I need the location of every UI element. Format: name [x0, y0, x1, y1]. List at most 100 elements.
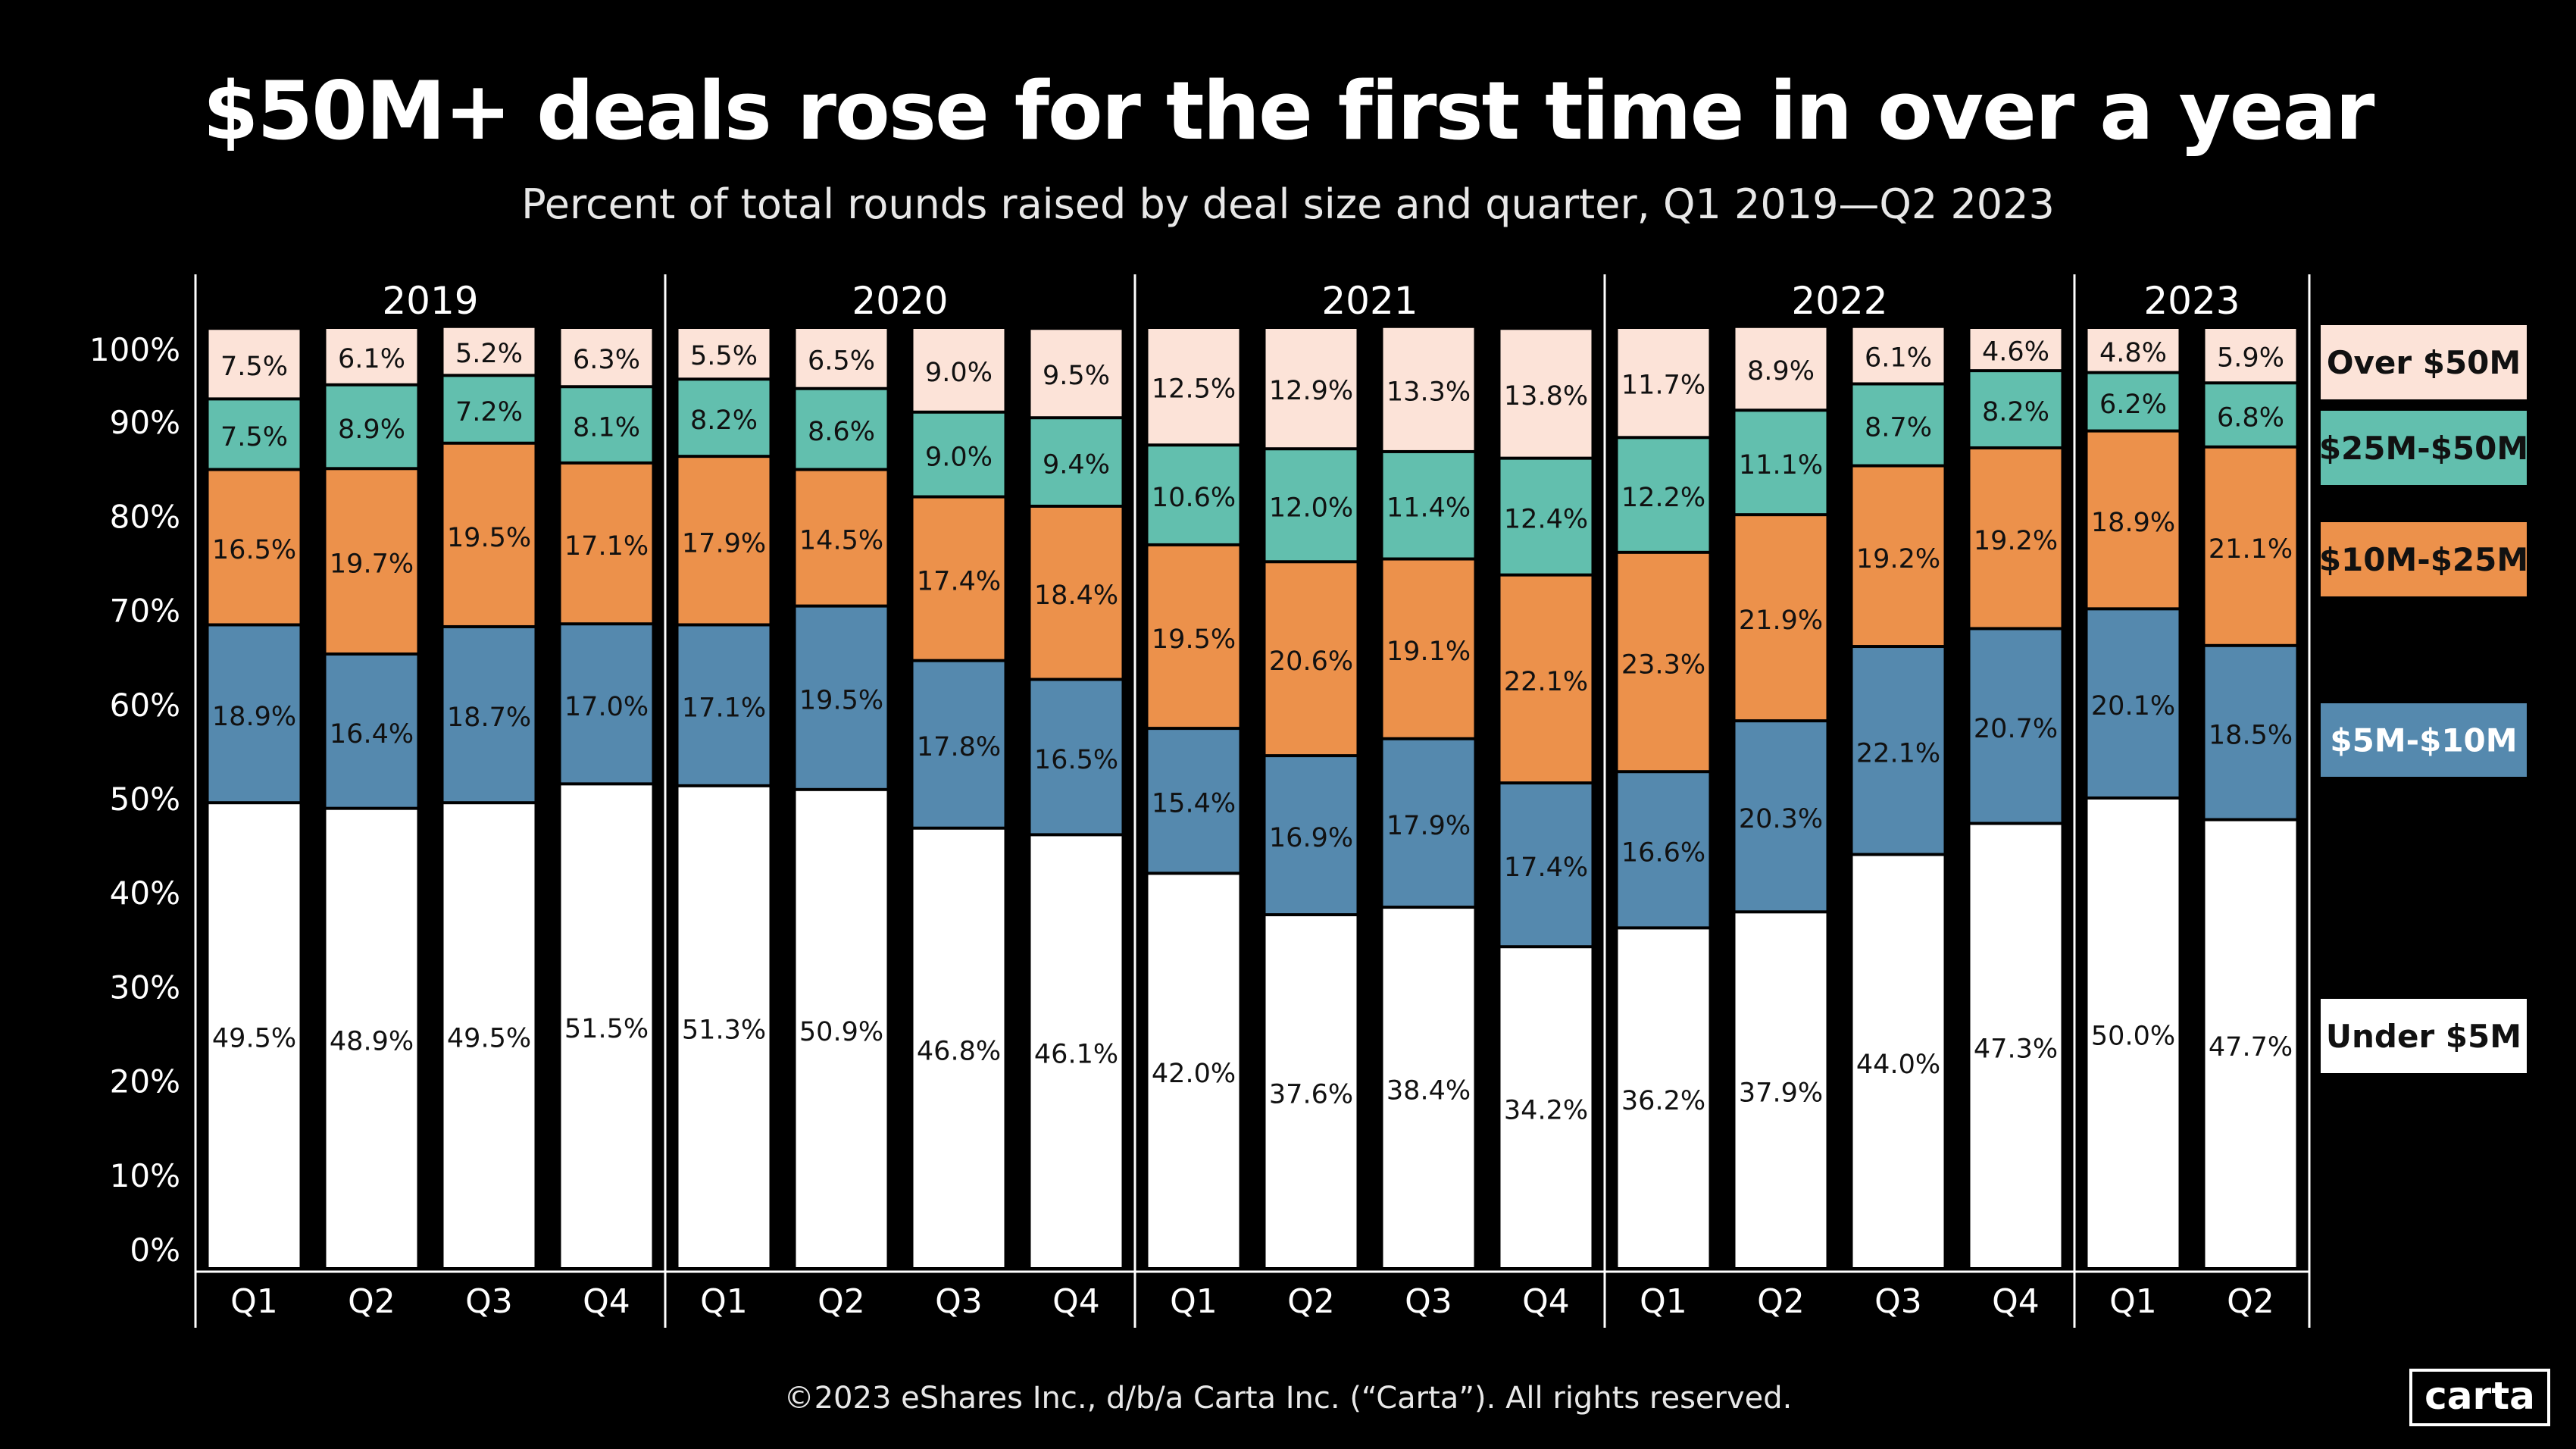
data-label: 37.6% — [1269, 1080, 1353, 1110]
data-label: 9.4% — [1043, 450, 1110, 480]
year-label-2021: 2021 — [1321, 279, 1418, 323]
data-label: 7.5% — [220, 352, 288, 382]
data-label: 15.4% — [1152, 789, 1236, 819]
data-label: 11.1% — [1739, 450, 1823, 480]
data-label: 46.8% — [917, 1036, 1001, 1066]
bar-segment--5m-10m — [1030, 681, 1122, 834]
data-label: 12.4% — [1504, 505, 1588, 535]
data-label: 20.1% — [2091, 691, 2175, 721]
bar-segment--5m-10m — [208, 626, 300, 802]
data-label: 13.8% — [1504, 381, 1588, 412]
bar-segment--5m-10m — [2087, 610, 2179, 796]
data-label: 38.4% — [1386, 1076, 1471, 1106]
bar-segment--10m-25m — [1735, 516, 1827, 720]
bar-segment--5m-10m — [1500, 784, 1592, 946]
bar-segment-over-50m — [1970, 329, 2062, 370]
data-label: 6.1% — [338, 344, 405, 374]
data-label: 17.9% — [1386, 811, 1471, 841]
data-label: 14.5% — [799, 526, 883, 556]
data-label: 20.3% — [1739, 804, 1823, 834]
data-label: 19.2% — [1856, 544, 1940, 574]
data-label: 16.4% — [330, 719, 414, 750]
bar-segment--5m-10m — [1852, 648, 1944, 853]
legend--10m-25m-swatch — [2321, 522, 2527, 596]
data-label: 19.5% — [799, 686, 883, 716]
data-label: 17.4% — [917, 567, 1001, 597]
y-tick-label: 10% — [110, 1157, 180, 1194]
data-label: 22.1% — [1504, 667, 1588, 697]
bar-segment--25m-50m — [1030, 419, 1122, 505]
data-label: 12.9% — [1269, 376, 1353, 406]
bar-segment-under-5m — [913, 829, 1005, 1267]
data-label: 16.5% — [1034, 745, 1118, 775]
data-label: 6.5% — [808, 346, 875, 376]
bar-segment--10m-25m — [326, 470, 417, 653]
bar-segment--5m-10m — [2205, 646, 2296, 818]
bar-segment-under-5m — [796, 790, 887, 1267]
bar-segment-over-50m — [1500, 330, 1592, 457]
bar-segment--10m-25m — [1852, 467, 1944, 646]
quarter-label: Q1 — [230, 1282, 278, 1321]
quarter-label: Q3 — [1874, 1282, 1922, 1321]
bar-segment--25m-50m — [561, 388, 652, 462]
bar-segment--25m-50m — [1383, 452, 1474, 558]
bar-segment--25m-50m — [678, 380, 770, 455]
bar-segment-under-5m — [1852, 856, 1944, 1267]
data-label: 6.8% — [2217, 403, 2284, 433]
y-tick-label: 80% — [110, 498, 180, 535]
bar-segment--10m-25m — [1383, 560, 1474, 737]
data-label: 18.9% — [2091, 508, 2175, 538]
bar-segment-under-5m — [1970, 825, 2062, 1267]
data-label: 44.0% — [1856, 1050, 1940, 1080]
data-label: 7.2% — [455, 397, 523, 427]
y-tick-label: 60% — [110, 687, 180, 724]
chart-subtitle: Percent of total rounds raised by deal s… — [521, 180, 2055, 228]
bar-segment-over-50m — [2205, 329, 2296, 382]
bar-segment--25m-50m — [208, 400, 300, 468]
data-label: 17.0% — [564, 692, 649, 722]
bar-segment--10m-25m — [1970, 449, 2062, 627]
data-label: 18.5% — [2209, 721, 2293, 751]
quarter-label: Q4 — [583, 1282, 630, 1321]
data-label: 12.0% — [1269, 493, 1353, 524]
bar-segment-over-50m — [561, 329, 652, 386]
bar-segment-over-50m — [1383, 327, 1474, 450]
data-label: 50.9% — [799, 1017, 883, 1047]
legend--5m-10m-label: $5M-$10M — [2330, 722, 2517, 759]
data-label: 49.5% — [447, 1024, 531, 1054]
quarter-label: Q1 — [700, 1282, 748, 1321]
year-label-2022: 2022 — [1791, 279, 1887, 323]
copyright-footer: ©2023 eShares Inc., d/b/a Carta Inc. (“C… — [783, 1381, 1793, 1416]
data-label: 9.0% — [925, 443, 993, 473]
data-label: 49.5% — [212, 1024, 296, 1054]
data-label: 42.0% — [1152, 1059, 1236, 1089]
bar-segment--5m-10m — [1383, 740, 1474, 906]
data-label: 6.1% — [1865, 343, 1932, 374]
data-label: 17.9% — [682, 528, 766, 559]
y-tick-label: 90% — [110, 404, 180, 441]
bar-segment--25m-50m — [913, 413, 1005, 496]
quarter-label: Q2 — [818, 1282, 865, 1321]
data-label: 17.8% — [917, 732, 1001, 762]
bar-segment-over-50m — [443, 327, 535, 374]
data-label: 8.2% — [1982, 397, 2049, 427]
data-label: 9.0% — [925, 358, 993, 388]
data-label: 5.9% — [2217, 343, 2284, 374]
bar-segment--10m-25m — [2087, 432, 2179, 608]
bar-segment-under-5m — [1383, 909, 1474, 1267]
quarter-label: Q2 — [348, 1282, 395, 1321]
bar-segment--10m-25m — [1500, 576, 1592, 782]
bar-segment--5m-10m — [1148, 730, 1240, 872]
data-label: 36.2% — [1621, 1086, 1705, 1116]
year-label-2019: 2019 — [382, 279, 478, 323]
bar-segment--5m-10m — [1735, 722, 1827, 911]
legend-over-50m-label: Over $50M — [2327, 344, 2521, 381]
quarter-label: Q4 — [1992, 1282, 2040, 1321]
year-label-2023: 2023 — [2143, 279, 2240, 323]
bar-segment--25m-50m — [1148, 446, 1240, 543]
data-label: 47.3% — [1974, 1034, 2058, 1064]
data-label: 9.5% — [1043, 361, 1110, 391]
data-label: 8.1% — [573, 413, 640, 443]
bar-segment-under-5m — [678, 787, 770, 1267]
